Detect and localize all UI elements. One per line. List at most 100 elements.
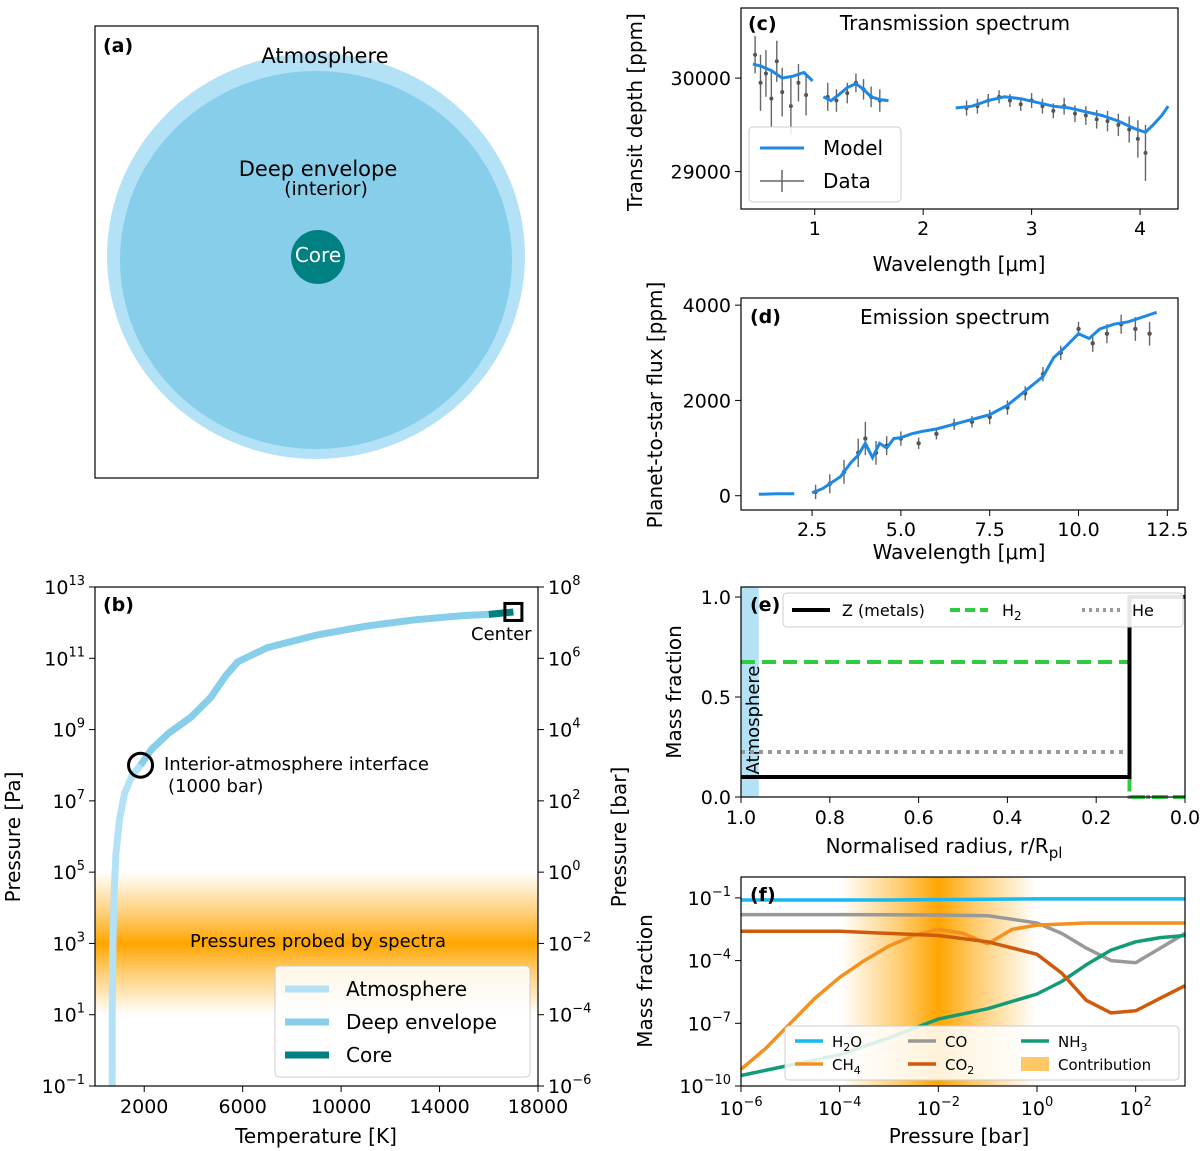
data-point-24 — [1051, 108, 1056, 113]
panel-f-axes — [740, 876, 1186, 1087]
y-tick-label-1: 0.5 — [701, 687, 731, 709]
legend-box — [274, 965, 531, 1078]
panel-d-xlabel: Wavelength [μm] — [873, 540, 1046, 564]
atmosphere-label: Atmosphere — [261, 44, 388, 68]
x-tick-label-2: 7.5 — [975, 519, 1005, 541]
y-right-tick-label-4-exp: 0 — [572, 859, 580, 874]
panel-c-axes — [740, 7, 1179, 210]
envelope-label-line2: (interior) — [284, 178, 368, 200]
x-tick-label-3: 100 — [1021, 1095, 1053, 1120]
y-tick-label-2: 1.0 — [701, 587, 731, 609]
y-right-tick-label-7: 10−6 — [548, 1073, 591, 1098]
legend-atmosphere-text: Atmosphere — [346, 977, 467, 1001]
legend-h2o-text: H2O — [832, 1033, 862, 1054]
panel-c-xlabel: Wavelength [μm] — [873, 252, 1046, 276]
y-left-tick-label-4: 105 — [53, 859, 85, 884]
legend-contribution-swatch — [1021, 1057, 1049, 1071]
panel-c-ylabel: Transit depth [ppm] — [623, 13, 647, 212]
panel-d-model-layer — [758, 310, 1158, 496]
x-tick-label-1-base: 10 — [818, 1098, 842, 1120]
y-tick-label-3-base: 10 — [679, 1076, 703, 1098]
y-right-tick-label-2: 104 — [548, 717, 580, 742]
center-marker — [503, 601, 524, 622]
panel-d-title: Emission spectrum — [860, 305, 1050, 329]
x-tick-label-2: 10−2 — [917, 1095, 960, 1120]
y-left-tick-label-2: 109 — [53, 717, 85, 742]
legend-ch4-sub: 4 — [854, 1064, 861, 1077]
x-tick-label-2-exp: −2 — [941, 1095, 960, 1110]
legend-nh3-base: NH — [1058, 1033, 1081, 1051]
data-point-2 — [763, 71, 768, 76]
x-tick-label-0: 10−6 — [719, 1095, 762, 1120]
core-label: Core — [295, 243, 341, 267]
legend-contribution-base: Contribution — [1058, 1056, 1151, 1074]
x-tick-label-3-base: 10 — [1021, 1098, 1045, 1120]
interface-label-line2: (1000 bar) — [168, 776, 263, 797]
panel-b-ylabel-left: Pressure [Pa] — [1, 772, 25, 903]
data-point-32 — [1135, 136, 1140, 141]
atmosphere-band — [741, 587, 759, 797]
y-tick-label-0-base: 10 — [688, 888, 712, 910]
y-left-tick-label-6-base: 10 — [53, 1005, 77, 1027]
envelope-curve — [137, 610, 489, 768]
legend-nh3-sub: 3 — [1081, 1041, 1088, 1054]
panel-d-label: (d) — [750, 306, 781, 328]
data-point-21 — [1133, 326, 1138, 332]
data-point-11 — [845, 91, 850, 96]
y-right-tick-label-6-exp: −4 — [572, 1002, 591, 1017]
panel-e-xlabel: Normalised radius, r/Rpl — [826, 834, 1063, 862]
model-segment-2 — [955, 95, 1170, 135]
data-point-28 — [1094, 117, 1099, 122]
data-point-10 — [834, 98, 839, 103]
panel-c-label: (c) — [748, 13, 777, 35]
y-left-tick-label-1-exp: 11 — [68, 645, 85, 660]
panel-b-curves — [108, 608, 514, 1086]
data-point-20 — [1007, 98, 1012, 103]
x-tick-label-1: 10−4 — [818, 1095, 861, 1120]
x-tick-label-1: 5.0 — [886, 519, 916, 541]
y-tick-label-3: 10−10 — [679, 1073, 731, 1098]
x-tick-label-2: 3 — [1026, 218, 1038, 240]
y-tick-label-1-exp: −4 — [712, 948, 731, 963]
x-tick-label-4: 0.2 — [1081, 807, 1111, 829]
y-left-tick-label-7: 10−1 — [42, 1073, 85, 1098]
y-tick-label-2: 10−7 — [688, 1010, 731, 1035]
panel-b-ylabel-right: Pressure [bar] — [607, 767, 631, 908]
panel-f-label: (f) — [750, 884, 776, 906]
y-right-tick-label-3: 102 — [548, 788, 580, 813]
y-right-tick-label-0-exp: 8 — [572, 574, 580, 589]
y-left-tick-label-5-base: 10 — [53, 933, 77, 955]
panel-a-label: (a) — [103, 35, 133, 57]
legend-h2-text: H2 — [1002, 601, 1022, 623]
data-point-8 — [804, 92, 809, 97]
y-left-tick-label-7-base: 10 — [42, 1076, 66, 1098]
panel-c-legend: Model Data — [748, 126, 902, 203]
y-right-tick-label-4: 100 — [548, 859, 580, 884]
x-tick-label-0-exp: −6 — [744, 1095, 763, 1110]
y-left-tick-label-3: 107 — [53, 788, 85, 813]
panel-d-ylabel: Planet-to-star flux [ppm] — [643, 282, 667, 529]
center-label: Center — [471, 624, 532, 645]
model-segment-0 — [752, 62, 814, 82]
legend-model-text: Model — [823, 136, 883, 160]
y-right-tick-label-6-base: 10 — [548, 1005, 572, 1027]
x-tick-label-0: 2000 — [120, 1096, 168, 1118]
y-tick-label-0: 0 — [719, 486, 731, 508]
x-tick-label-1-exp: −4 — [842, 1095, 861, 1110]
panel-e-legend: Z (metals) H2 He — [782, 592, 1184, 628]
y-left-tick-label-6: 101 — [53, 1002, 85, 1027]
x-tick-label-5: 0.0 — [1170, 807, 1200, 829]
panel-c-title: Transmission spectrum — [839, 11, 1070, 35]
x-tick-label-1: 0.8 — [815, 807, 845, 829]
panel-b-xlabel: Temperature [K] — [234, 1124, 397, 1148]
interface-marker — [127, 751, 155, 779]
x-tick-label-3: 0.4 — [992, 807, 1022, 829]
x-tick-label-3: 10.0 — [1057, 519, 1099, 541]
legend-h2-base: H — [1002, 601, 1014, 620]
data-point-3 — [769, 96, 774, 101]
data-point-29 — [1105, 119, 1110, 124]
legend-h2-sub: 2 — [1014, 609, 1022, 623]
